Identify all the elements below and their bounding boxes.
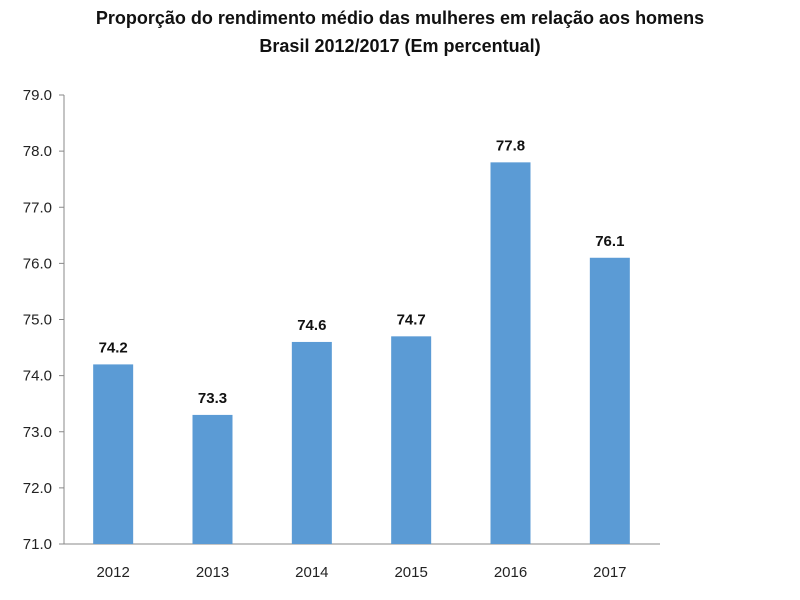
bar-2014 <box>291 341 332 544</box>
data-label: 77.8 <box>496 137 525 154</box>
x-tick-label: 2014 <box>295 564 328 581</box>
y-tick-label: 73.0 <box>23 424 52 441</box>
y-tick-label: 77.0 <box>23 199 52 216</box>
data-label: 74.2 <box>99 339 128 356</box>
y-tick-label: 76.0 <box>23 255 52 272</box>
data-label: 74.7 <box>397 311 426 328</box>
y-tick-label: 79.0 <box>23 87 52 104</box>
bar-2012 <box>93 364 134 544</box>
x-tick-label: 2012 <box>96 564 129 581</box>
bar-2017 <box>589 257 630 544</box>
x-tick-label: 2015 <box>394 564 427 581</box>
y-tick-label: 75.0 <box>23 312 52 329</box>
y-tick-label: 72.0 <box>23 480 52 497</box>
bar-2013 <box>192 414 233 544</box>
data-label: 76.1 <box>595 233 624 250</box>
data-label: 73.3 <box>198 390 227 407</box>
y-tick-label: 78.0 <box>23 143 52 160</box>
bar-2016 <box>490 162 531 544</box>
chart-title: Proporção do rendimento médio das mulher… <box>95 8 705 28</box>
data-label: 74.6 <box>297 317 326 334</box>
y-tick-label: 74.0 <box>23 368 52 385</box>
x-tick-label: 2017 <box>593 564 626 581</box>
x-tick-label: 2013 <box>196 564 229 581</box>
y-tick-label: 71.0 <box>23 536 52 553</box>
x-tick-label: 2016 <box>494 564 527 581</box>
chart-subtitle: Brasil 2012/2017 (Em percentual) <box>259 36 541 56</box>
bar-2015 <box>391 336 432 544</box>
